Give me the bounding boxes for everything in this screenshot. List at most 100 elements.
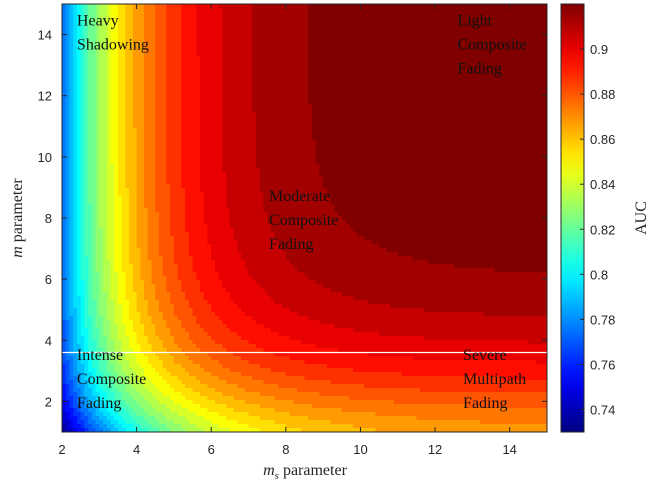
heatmap-cell xyxy=(181,28,186,33)
heatmap-cell xyxy=(132,44,138,49)
heatmap-cell xyxy=(435,136,440,141)
heatmap-cell xyxy=(129,132,134,137)
heatmap-cell xyxy=(408,140,414,145)
heatmap-cell xyxy=(509,28,515,33)
heatmap-cell xyxy=(200,120,205,125)
heatmap-cell xyxy=(185,24,190,29)
heatmap-cell xyxy=(129,156,134,161)
heatmap-cell xyxy=(151,72,156,77)
heatmap-cell xyxy=(532,32,537,37)
heatmap-cell xyxy=(438,72,444,77)
heatmap-cell xyxy=(311,32,317,37)
heatmap-cell xyxy=(117,76,123,81)
heatmap-cell xyxy=(494,128,500,133)
heatmap-cell xyxy=(73,116,78,121)
heatmap-cell xyxy=(401,112,406,117)
heatmap-cell xyxy=(241,16,246,21)
heatmap-cell xyxy=(308,52,313,57)
heatmap-cell xyxy=(267,52,272,57)
heatmap-cell xyxy=(170,116,175,121)
heatmap-cell xyxy=(241,44,246,49)
heatmap-cell xyxy=(487,4,492,9)
heatmap-cell xyxy=(241,156,246,161)
heatmap-cell xyxy=(468,92,473,97)
heatmap-cell xyxy=(278,136,283,141)
heatmap-cell xyxy=(274,156,279,161)
heatmap-cell xyxy=(282,104,287,109)
heatmap-cell xyxy=(121,32,127,37)
heatmap-cell xyxy=(256,152,261,157)
heatmap-cell xyxy=(203,16,209,21)
heatmap-cell xyxy=(256,112,261,117)
heatmap-cell xyxy=(379,116,384,121)
heatmap-cell xyxy=(315,72,321,77)
heatmap-cell xyxy=(106,152,112,157)
heatmap-cell xyxy=(382,44,388,49)
heatmap-cell xyxy=(140,156,145,161)
heatmap-cell xyxy=(476,52,481,57)
heatmap-cell xyxy=(278,24,283,29)
heatmap-cell xyxy=(491,136,496,141)
heatmap-cell xyxy=(162,156,168,161)
heatmap-cell xyxy=(103,72,108,77)
heatmap-cell xyxy=(293,152,298,157)
heatmap-cell xyxy=(188,44,194,49)
heatmap-cell xyxy=(297,60,302,65)
heatmap-cell xyxy=(338,76,343,81)
heatmap-cell xyxy=(244,8,250,13)
heatmap-cell xyxy=(341,4,347,9)
heatmap-cell xyxy=(353,116,358,121)
heatmap-cell xyxy=(356,60,362,65)
heatmap-cell xyxy=(114,152,119,157)
heatmap-cell xyxy=(188,104,194,109)
heatmap-cell xyxy=(147,24,153,29)
heatmap-cell xyxy=(282,92,287,97)
heatmap-cell xyxy=(218,28,224,33)
heatmap-cell xyxy=(136,4,141,9)
heatmap-cell xyxy=(382,72,388,77)
heatmap-cell xyxy=(338,88,343,93)
heatmap-cell xyxy=(147,64,153,69)
heatmap-cell xyxy=(524,112,529,117)
heatmap-cell xyxy=(517,68,522,73)
heatmap-cell xyxy=(196,76,201,81)
heatmap-cell xyxy=(334,72,339,77)
heatmap-cell xyxy=(375,36,380,41)
heatmap-cell xyxy=(91,96,97,101)
heatmap-cell xyxy=(192,16,197,21)
heatmap-cell xyxy=(129,76,134,81)
heatmap-cell xyxy=(435,40,440,45)
heatmap-cell xyxy=(338,48,343,53)
heatmap-cell xyxy=(226,136,231,141)
heatmap-cell xyxy=(438,84,444,89)
heatmap-cell xyxy=(408,132,414,137)
heatmap-cell xyxy=(412,116,418,121)
heatmap-cell xyxy=(203,8,209,13)
heatmap-cell xyxy=(218,84,224,89)
heatmap-cell xyxy=(438,16,444,21)
heatmap-cell xyxy=(304,60,309,65)
heatmap-cell xyxy=(517,128,522,133)
heatmap-cell xyxy=(326,88,332,93)
heatmap-cell xyxy=(498,24,503,29)
heatmap-cell xyxy=(267,16,272,21)
heatmap-cell xyxy=(162,76,168,81)
heatmap-cell xyxy=(487,136,492,141)
heatmap-cell xyxy=(394,104,399,109)
heatmap-cell xyxy=(166,72,171,77)
heatmap-cell xyxy=(494,28,500,33)
heatmap-cell xyxy=(408,120,414,125)
heatmap-cell xyxy=(203,20,209,25)
heatmap-cell xyxy=(140,4,145,9)
heatmap-cell xyxy=(423,80,429,85)
heatmap-cell xyxy=(319,48,324,53)
heatmap-cell xyxy=(110,120,115,125)
heatmap-cell xyxy=(203,80,209,85)
heatmap-cell xyxy=(140,40,145,45)
heatmap-cell xyxy=(394,108,399,113)
heatmap-cell xyxy=(103,16,108,21)
heatmap-cell xyxy=(259,144,265,149)
heatmap-cell xyxy=(252,124,257,129)
heatmap-cell xyxy=(394,144,399,149)
heatmap-cell xyxy=(491,20,496,25)
